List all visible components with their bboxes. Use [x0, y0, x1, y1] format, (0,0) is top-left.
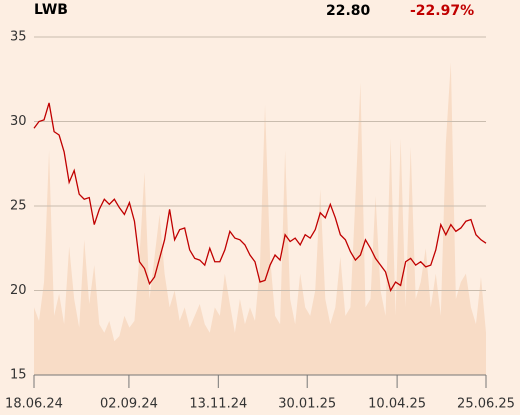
- x-tick-label: 18.06.24: [5, 397, 63, 412]
- x-tick-label: 30.01.25: [278, 397, 336, 412]
- price-line: [33, 102, 487, 293]
- ticker: LWB: [34, 2, 68, 18]
- y-tick-label: 20: [10, 283, 27, 298]
- y-tick-label: 25: [10, 199, 27, 214]
- x-tick-label: 10.04.25: [368, 397, 426, 412]
- x-tick-label: 13.11.24: [189, 397, 247, 412]
- volume-area: [34, 62, 486, 375]
- x-tick-label: 02.09.24: [100, 397, 158, 412]
- y-tick-label: 30: [10, 114, 27, 129]
- price: 22.80: [326, 3, 371, 19]
- change: -22.97%: [410, 3, 474, 19]
- y-tick-label: 15: [10, 368, 27, 383]
- x-tick-label: 25.06.25: [457, 397, 515, 412]
- y-tick-label: 35: [10, 30, 27, 45]
